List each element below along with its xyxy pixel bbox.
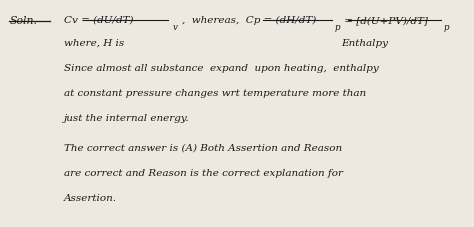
Text: Enthalpy: Enthalpy xyxy=(341,39,388,47)
Text: p: p xyxy=(443,23,449,32)
Text: just the internal energy.: just the internal energy. xyxy=(64,114,190,122)
Text: ,  whereas,  Cp = (dH/dT): , whereas, Cp = (dH/dT) xyxy=(182,16,317,25)
Text: Cv = (dU/dT): Cv = (dU/dT) xyxy=(64,16,134,25)
Text: at constant pressure changes wrt temperature more than: at constant pressure changes wrt tempera… xyxy=(64,89,366,97)
Text: The correct answer is (A) Both Assertion and Reason: The correct answer is (A) Both Assertion… xyxy=(64,143,342,152)
Text: are correct and Reason is the correct explanation for: are correct and Reason is the correct ex… xyxy=(64,168,343,177)
Text: = [d(U+PV)/dT]: = [d(U+PV)/dT] xyxy=(341,16,428,25)
Text: where, H is: where, H is xyxy=(64,39,124,47)
Text: Assertion.: Assertion. xyxy=(64,193,117,202)
Text: p: p xyxy=(334,23,340,32)
Text: Soln.: Soln. xyxy=(9,16,37,26)
Text: Since almost all substance  expand  upon heating,  enthalpy: Since almost all substance expand upon h… xyxy=(64,64,379,72)
Text: v: v xyxy=(173,23,178,32)
